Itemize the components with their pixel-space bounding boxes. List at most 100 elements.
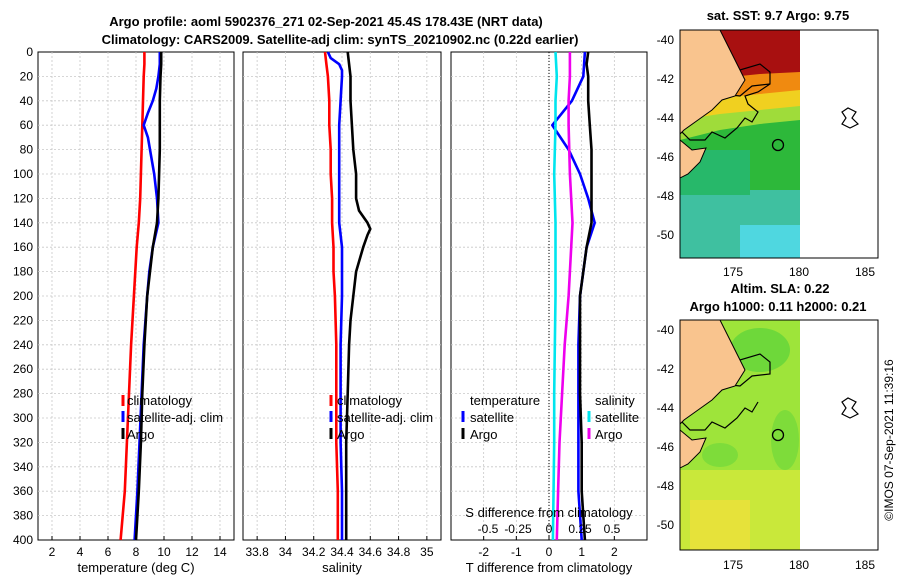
sst-map: -40 -42 -44 -46 -48 -50 175 180 185 <box>657 29 879 279</box>
x-tick-label: 33.8 <box>245 545 269 559</box>
depth-tick-label: 60 <box>20 118 34 132</box>
depth-tick-label: 220 <box>13 313 33 327</box>
s-difference-axis-label: S difference from climatology <box>465 505 633 520</box>
x-tick-label: 12 <box>185 545 199 559</box>
depth-tick-label: 0 <box>26 45 33 59</box>
sla-green-blob <box>702 443 738 467</box>
lon-tick: 185 <box>855 558 875 572</box>
sla-green-blob <box>730 328 790 372</box>
depth-tick-label: 260 <box>13 362 33 376</box>
sst-map-yticks: -40 -42 -44 -46 -48 -50 <box>657 33 675 242</box>
depth-tick-label: 340 <box>13 460 33 474</box>
lat-tick: -50 <box>657 518 675 532</box>
sst-map-title: sat. SST: 9.7 Argo: 9.75 <box>707 8 850 23</box>
series-line-argo <box>344 51 372 540</box>
x-tick-label: 34.2 <box>302 545 326 559</box>
lon-tick: 175 <box>723 558 743 572</box>
x-tick-label: 2 <box>611 545 618 559</box>
s-tick-label: 0.25 <box>568 522 592 536</box>
s-tick-label: 0 <box>546 522 553 536</box>
legend-climatology: climatology <box>127 393 193 408</box>
title-line-1: Argo profile: aoml 5902376_271 02-Sep-20… <box>109 14 543 29</box>
s-tick-label: -0.25 <box>504 522 532 536</box>
series-line-argo <box>134 52 163 541</box>
lon-tick: 180 <box>789 558 809 572</box>
x-tick-label: -1 <box>511 545 522 559</box>
sla-map-title-2: Argo h1000: 0.11 h2000: 0.21 <box>689 299 866 314</box>
t-difference-tick-labels: -2 -1 0 1 2 <box>478 545 618 559</box>
series-line-s-satellite <box>551 51 559 541</box>
legend-argo: Argo <box>127 427 154 442</box>
series-line-t-argo <box>578 51 593 541</box>
legend-temperature-heading: temperature <box>470 393 540 408</box>
legend-s-argo: Argo <box>595 427 622 442</box>
x-tick-label: 34.8 <box>387 545 411 559</box>
x-tick-label: 4 <box>77 545 84 559</box>
depth-tick-label: 20 <box>20 69 34 83</box>
sla-map-xticks: 175 180 185 <box>723 558 875 572</box>
lat-tick: -44 <box>657 401 675 415</box>
title-line-2: Climatology: CARS2009. Satellite-adj cli… <box>102 32 579 47</box>
sst-land-north-island <box>680 30 746 135</box>
lat-tick: -44 <box>657 111 675 125</box>
temperature-xlabel: temperature (deg C) <box>77 560 194 575</box>
sla-green-blob <box>771 410 799 470</box>
depth-tick-label: 320 <box>13 435 33 449</box>
lon-tick: 175 <box>723 265 743 279</box>
legend-t-argo: Argo <box>470 427 497 442</box>
temperature-tick-labels: 2 4 6 8 10 12 14 <box>49 545 227 559</box>
legend-climatology: climatology <box>337 393 403 408</box>
lon-tick: 185 <box>855 265 875 279</box>
depth-tick-label: 380 <box>13 509 33 523</box>
sla-map-yticks: -40 -42 -44 -46 -48 -50 <box>657 323 675 532</box>
sla-yellow-patch <box>690 500 750 550</box>
depth-tick-label: 180 <box>13 265 33 279</box>
series-line-t-satellite <box>550 51 597 541</box>
chatham-islands-outline <box>841 397 860 419</box>
legend-argo: Argo <box>337 427 364 442</box>
lon-tick: 180 <box>789 265 809 279</box>
x-tick-label: -2 <box>478 545 489 559</box>
lat-tick: -40 <box>657 323 675 337</box>
depth-tick-label: 360 <box>13 484 33 498</box>
legend-satellite: satellite-adj. clim <box>127 410 223 425</box>
temperature-legend: climatology satellite-adj. clim Argo <box>121 393 223 442</box>
temperature-panel: 0 20 40 60 80 100 120 140 160 180 200 220 240 260 280 3… <box>13 45 235 575</box>
x-tick-label: 10 <box>157 545 171 559</box>
x-tick-label: 6 <box>105 545 112 559</box>
salinity-panel: 33.8 34 34.2 34.4 34.6 34.8 35 salinity climat… <box>242 51 442 575</box>
lat-tick: -42 <box>657 362 675 376</box>
depth-tick-label: 280 <box>13 387 33 401</box>
series-line-climatology <box>323 51 340 540</box>
lat-tick: -40 <box>657 33 675 47</box>
legend-s-satellite: satellite <box>595 410 639 425</box>
legend-satellite: satellite-adj. clim <box>337 410 433 425</box>
lat-tick: -48 <box>657 479 675 493</box>
s-difference-tick-labels: -0.5 -0.25 0 0.25 0.5 <box>478 522 621 536</box>
depth-tick-label: 100 <box>13 167 33 181</box>
salinity-series <box>323 51 372 540</box>
lat-tick: -48 <box>657 189 675 203</box>
salinity-xlabel: salinity <box>322 560 362 575</box>
sla-land-north-island <box>680 320 746 425</box>
difference-legend-temperature: temperature satellite Argo <box>461 393 540 442</box>
x-tick-label: 35 <box>420 545 434 559</box>
lat-tick: -46 <box>657 150 675 164</box>
depth-tick-label: 140 <box>13 216 33 230</box>
sla-map-title-1: Altim. SLA: 0.22 <box>731 281 830 296</box>
sla-field <box>680 320 800 550</box>
difference-legend-salinity: salinity satellite Argo <box>587 393 639 442</box>
x-tick-label: 8 <box>133 545 140 559</box>
difference-series <box>550 51 597 541</box>
sla-map-frame <box>679 319 879 551</box>
lat-tick: -46 <box>657 440 675 454</box>
x-tick-label: 2 <box>49 545 56 559</box>
sst-land-south-island <box>680 139 707 179</box>
x-tick-label: 34.4 <box>330 545 354 559</box>
depth-tick-labels: 0 20 40 60 80 100 120 140 160 180 200 220 240 260 280 3… <box>13 45 33 547</box>
sst-field <box>680 30 800 258</box>
argo-position-marker <box>771 428 785 442</box>
chatham-islands-outline <box>841 107 860 129</box>
x-tick-label: 0 <box>546 545 553 559</box>
salinity-legend: climatology satellite-adj. clim Argo <box>329 393 433 442</box>
